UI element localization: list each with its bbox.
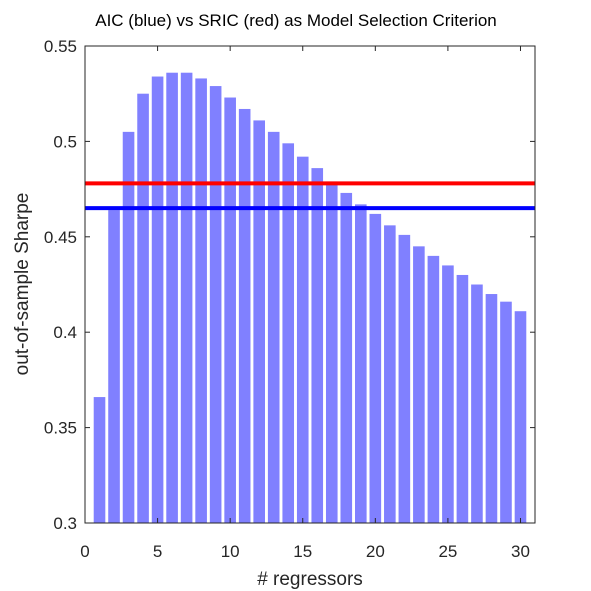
bar-21 — [384, 225, 396, 523]
bar-10 — [224, 97, 236, 524]
ticks-layer: 0 5 10 15 20 25 30 0.3 0.35 0.4 0.45 0.5 0.55 — [44, 37, 535, 561]
bar-20 — [369, 213, 382, 523]
bars-layer — [93, 72, 527, 524]
bar-24 — [427, 255, 440, 523]
y-tick-label-2: 0.4 — [53, 323, 77, 342]
y-tick-label-1: 0.35 — [44, 419, 77, 438]
y-tick-label-3: 0.45 — [44, 228, 77, 247]
bar-4 — [137, 93, 149, 523]
y-tick-label-5: 0.55 — [44, 37, 77, 56]
bar-23 — [413, 246, 425, 523]
x-tick-label-20: 20 — [366, 542, 385, 561]
x-tick-label-15: 15 — [293, 542, 312, 561]
bar-11 — [238, 108, 251, 524]
chart-title: AIC (blue) vs SRIC (red) as Model Select… — [95, 11, 497, 30]
bar-18 — [340, 192, 353, 524]
bar-26 — [456, 274, 469, 523]
bar-2 — [108, 210, 120, 523]
bar-19 — [355, 204, 367, 524]
bar-6 — [166, 72, 178, 524]
bar-5 — [151, 76, 164, 523]
bar-27 — [471, 284, 483, 523]
bar-22 — [398, 234, 411, 523]
axes-layer — [84, 45, 536, 524]
bar-25 — [442, 265, 454, 523]
y-axis-title: out-of-sample Sharpe — [12, 193, 33, 376]
bar-12 — [253, 120, 265, 523]
bar-13 — [267, 131, 280, 524]
bar-28 — [485, 294, 498, 523]
x-tick-label-30: 30 — [511, 542, 530, 561]
x-tick-label-10: 10 — [221, 542, 240, 561]
bar-30 — [514, 311, 527, 523]
bar-17 — [325, 181, 338, 523]
bar-3 — [122, 131, 135, 524]
bar-16 — [311, 168, 324, 524]
x-tick-label-0: 0 — [80, 542, 89, 561]
x-tick-label-25: 25 — [438, 542, 457, 561]
x-tick-label-5: 5 — [153, 542, 162, 561]
bar-9 — [209, 86, 222, 523]
bar-1 — [93, 397, 106, 523]
bar-8 — [195, 78, 207, 523]
bar-14 — [282, 143, 295, 523]
y-tick-label-4: 0.5 — [53, 132, 77, 151]
plot-area-frame — [84, 45, 536, 524]
bar-29 — [500, 301, 512, 523]
bar-15 — [296, 156, 309, 523]
reference-lines-layer — [85, 181, 535, 211]
y-tick-label-0: 0.3 — [53, 514, 77, 533]
x-axis-title: # regressors — [257, 569, 363, 590]
bar-7 — [180, 72, 193, 524]
